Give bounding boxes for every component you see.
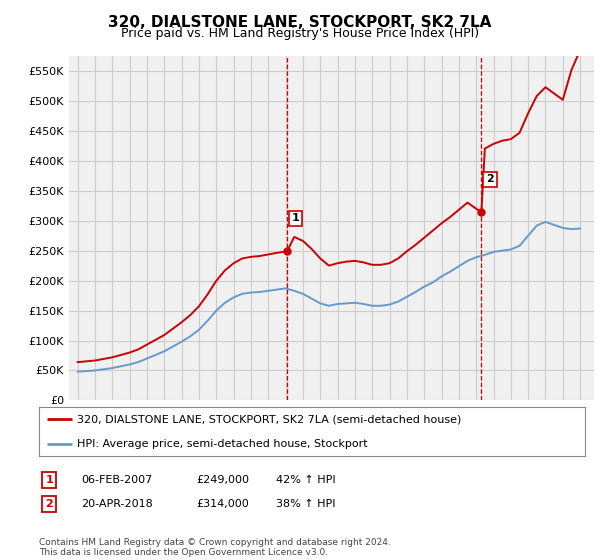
Text: HPI: Average price, semi-detached house, Stockport: HPI: Average price, semi-detached house,…: [77, 439, 368, 449]
Text: 42% ↑ HPI: 42% ↑ HPI: [276, 475, 335, 485]
Text: Contains HM Land Registry data © Crown copyright and database right 2024.
This d: Contains HM Land Registry data © Crown c…: [39, 538, 391, 557]
Text: 1: 1: [292, 213, 299, 223]
Text: Price paid vs. HM Land Registry's House Price Index (HPI): Price paid vs. HM Land Registry's House …: [121, 27, 479, 40]
Text: £249,000: £249,000: [196, 475, 249, 485]
Text: 20-APR-2018: 20-APR-2018: [81, 499, 153, 509]
Text: 2: 2: [46, 499, 53, 509]
Text: 06-FEB-2007: 06-FEB-2007: [81, 475, 152, 485]
Text: 320, DIALSTONE LANE, STOCKPORT, SK2 7LA: 320, DIALSTONE LANE, STOCKPORT, SK2 7LA: [109, 15, 491, 30]
Text: 2: 2: [486, 174, 494, 184]
Text: 320, DIALSTONE LANE, STOCKPORT, SK2 7LA (semi-detached house): 320, DIALSTONE LANE, STOCKPORT, SK2 7LA …: [77, 414, 461, 424]
Text: 38% ↑ HPI: 38% ↑ HPI: [276, 499, 335, 509]
Text: £314,000: £314,000: [196, 499, 249, 509]
Text: 1: 1: [46, 475, 53, 485]
